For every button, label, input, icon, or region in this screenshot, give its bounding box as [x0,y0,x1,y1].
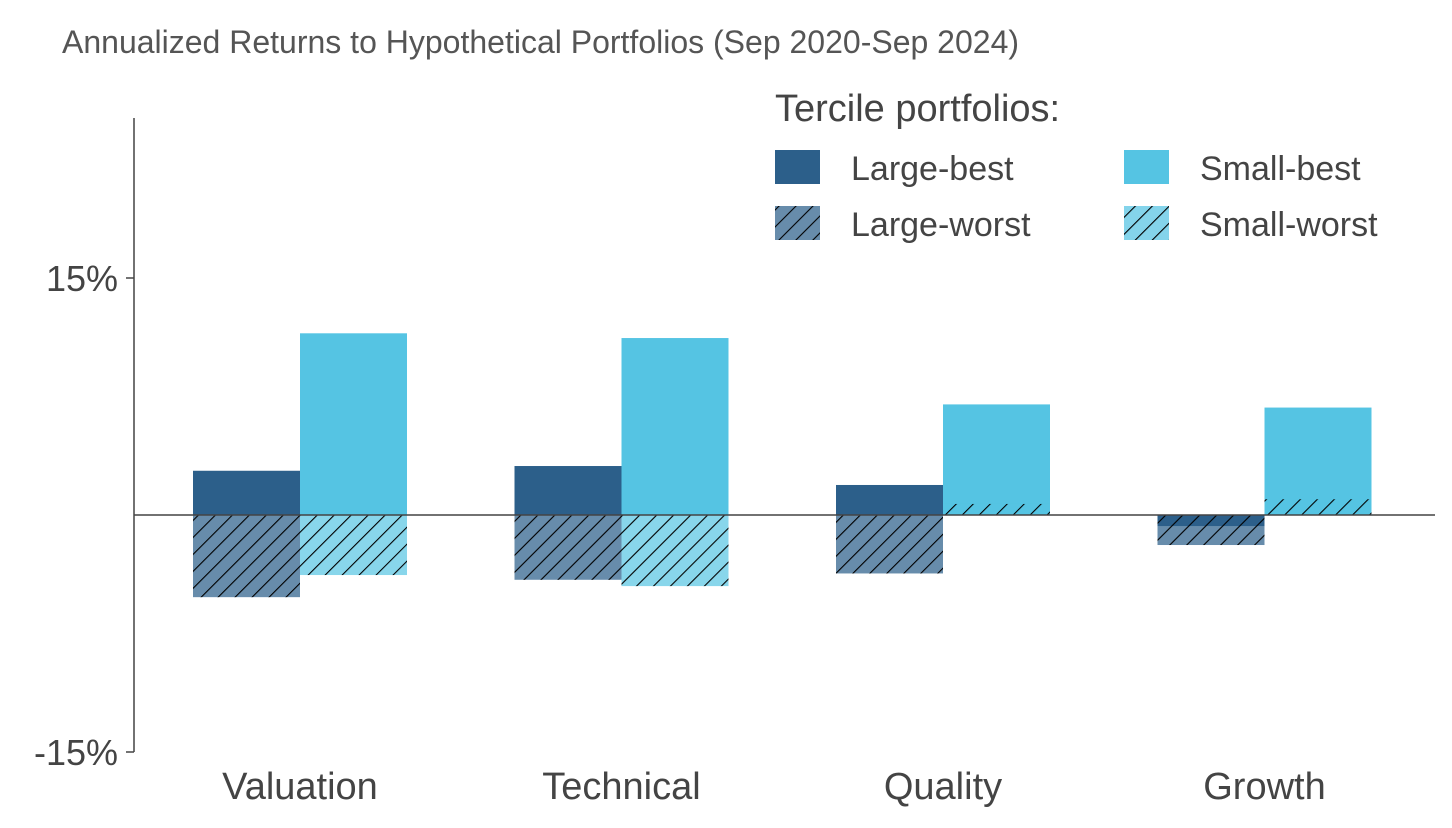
bar-small-best-quality [943,404,1050,515]
bar-small-best-growth [1264,407,1372,515]
legend-swatch-hatch [775,206,820,240]
x-tick-label-valuation: Valuation [222,766,378,808]
bar-large-worst-technical-hatch [514,515,622,580]
legend-items: Large-best Small-best Large-worst Small-wor… [775,150,1378,244]
bar-large-worst-quality-hatch [836,515,943,574]
legend-swatch-hatch [1124,206,1169,240]
legend-label: Large-worst [851,206,1031,244]
chart-title: Annualized Returns to Hypothetical Portf… [62,24,1019,60]
legend-swatch [775,150,820,184]
bar-large-best-valuation [193,470,300,515]
legend-label: Small-worst [1200,206,1378,244]
bar-small-worst-valuation-hatch [300,515,407,576]
bar-small-worst-technical-hatch [621,515,729,587]
bar-large-worst-growth-hatch [1157,515,1265,546]
legend-item-small-best: Small-best [1124,150,1361,188]
x-tick-label-quality: Quality [884,766,1002,808]
legend-label: Small-best [1200,150,1361,188]
bar-small-worst-quality-hatch [943,503,1050,515]
bar-small-worst-quality [943,503,1050,515]
legend-item-small-worst: Small-worst [1124,206,1378,244]
x-tick-label-technical: Technical [542,766,700,808]
legend-title: Tercile portfolios: [775,88,1060,130]
y-tick-label: -15% [34,732,118,773]
y-ticks: 15% -15% [34,258,134,773]
bar-small-worst-technical [621,515,729,587]
bar-large-worst-growth [1157,515,1265,546]
legend-item-large-worst: Large-worst [775,206,1031,244]
bar-small-worst-growth [1264,499,1372,515]
bar-large-worst-quality [836,515,943,574]
bar-large-best-quality [836,484,943,515]
y-tick-label: 15% [46,258,118,299]
bar-small-best-valuation [300,333,407,515]
legend-swatch [1124,150,1169,184]
bar-large-best-technical [514,466,622,515]
bar-large-worst-technical [514,515,622,580]
x-tick-labels: Valuation Technical Quality Growth [222,766,1326,808]
bar-small-best-technical [621,338,729,515]
legend: Tercile portfolios: Large-best Small-best… [775,88,1378,244]
bar-small-worst-growth-hatch [1264,499,1372,515]
x-tick-label-growth: Growth [1203,766,1325,808]
legend-label: Large-best [851,150,1014,188]
legend-item-large-best: Large-best [775,150,1014,188]
bar-large-worst-valuation [193,515,300,598]
bar-small-worst-valuation [300,515,407,576]
bars-layer [193,333,1372,598]
bar-large-worst-valuation-hatch [193,515,300,598]
